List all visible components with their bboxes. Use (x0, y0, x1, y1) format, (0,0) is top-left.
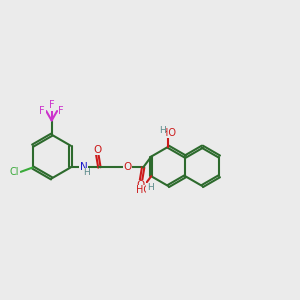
Text: HO: HO (136, 185, 151, 195)
Text: F: F (49, 100, 55, 110)
Text: O: O (93, 145, 101, 154)
Text: N: N (80, 162, 88, 172)
Text: F: F (39, 106, 45, 116)
Text: Cl: Cl (10, 167, 19, 177)
Text: H: H (147, 183, 154, 192)
Text: O: O (137, 180, 145, 190)
Text: F: F (58, 106, 64, 116)
Text: O: O (123, 163, 131, 172)
Text: H: H (159, 127, 166, 136)
Text: HO: HO (161, 128, 176, 138)
Text: H: H (84, 168, 90, 177)
